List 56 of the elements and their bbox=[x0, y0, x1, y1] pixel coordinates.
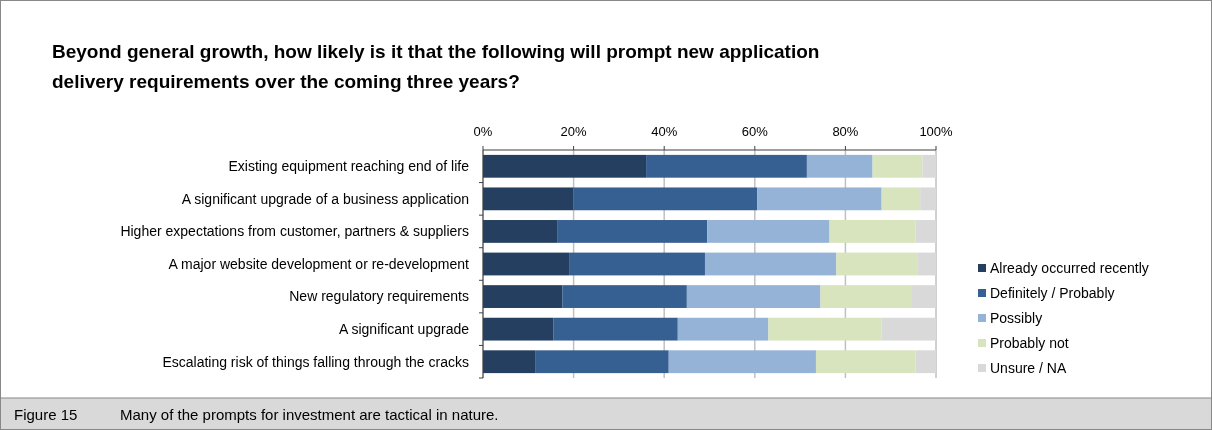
bar bbox=[881, 317, 936, 341]
bar bbox=[707, 220, 830, 243]
bar bbox=[483, 220, 558, 243]
y-tick-label: Higher expectations from customer, partners & suppliers bbox=[120, 223, 469, 240]
bar bbox=[704, 252, 837, 276]
bar bbox=[668, 350, 816, 374]
bar bbox=[483, 317, 554, 341]
bar bbox=[915, 220, 936, 243]
y-tick-label: A significant upgrade bbox=[339, 321, 470, 338]
legend-label: Possibly bbox=[990, 309, 1043, 326]
bar bbox=[815, 350, 916, 374]
bar bbox=[483, 350, 536, 374]
bar bbox=[483, 252, 570, 276]
y-tick-label: A significant upgrade of a business application bbox=[181, 190, 469, 207]
bar bbox=[911, 285, 936, 308]
bar bbox=[646, 154, 807, 178]
caption: Figure 15 bbox=[14, 406, 78, 423]
bar bbox=[881, 187, 921, 211]
bar bbox=[917, 252, 936, 276]
x-tick-label: 100% bbox=[919, 124, 954, 139]
x-tick-label: 20% bbox=[560, 124, 588, 139]
bar bbox=[677, 317, 769, 341]
x-tick-label: 0% bbox=[473, 124, 493, 139]
bar bbox=[483, 285, 563, 308]
x-tick-label: 60% bbox=[741, 124, 769, 139]
bar bbox=[483, 187, 574, 211]
bar bbox=[920, 187, 936, 211]
bar bbox=[573, 187, 758, 211]
bar bbox=[483, 154, 647, 178]
legend-label: Probably not bbox=[990, 334, 1069, 351]
y-tick-label: Escalating risk of things falling through the cracks bbox=[162, 353, 469, 370]
bar bbox=[829, 220, 916, 243]
x-tick-label: 80% bbox=[832, 124, 859, 139]
bar bbox=[686, 285, 821, 308]
bar bbox=[836, 252, 918, 276]
bar bbox=[820, 285, 912, 308]
bar bbox=[915, 350, 936, 374]
legend-label: Already occurred recently bbox=[990, 259, 1149, 276]
y-tick-label: Existing equipment reaching end of life bbox=[228, 158, 470, 175]
legend-label: Unsure / NA bbox=[990, 359, 1067, 376]
bar bbox=[562, 285, 687, 308]
x-tick-label: 40% bbox=[651, 124, 678, 139]
chart-title: Beyond general growth, how likely is it that the following will prompt new application delivery requirements over the coming three years? bbox=[52, 41, 820, 92]
y-tick-label: New regulatory requirements bbox=[289, 288, 469, 305]
bar bbox=[553, 317, 678, 341]
bar bbox=[757, 187, 882, 211]
bar bbox=[768, 317, 882, 341]
bar bbox=[872, 154, 923, 178]
text: Many of the prompts for investment are tactical in nature. bbox=[120, 406, 499, 423]
legend-label: Definitely / Probably bbox=[990, 284, 1115, 301]
bar bbox=[569, 252, 705, 276]
bar bbox=[535, 350, 669, 374]
bar bbox=[922, 154, 936, 178]
y-tick-label: A major website development or re-development bbox=[168, 255, 470, 272]
bar bbox=[557, 220, 708, 243]
bar bbox=[806, 154, 873, 178]
